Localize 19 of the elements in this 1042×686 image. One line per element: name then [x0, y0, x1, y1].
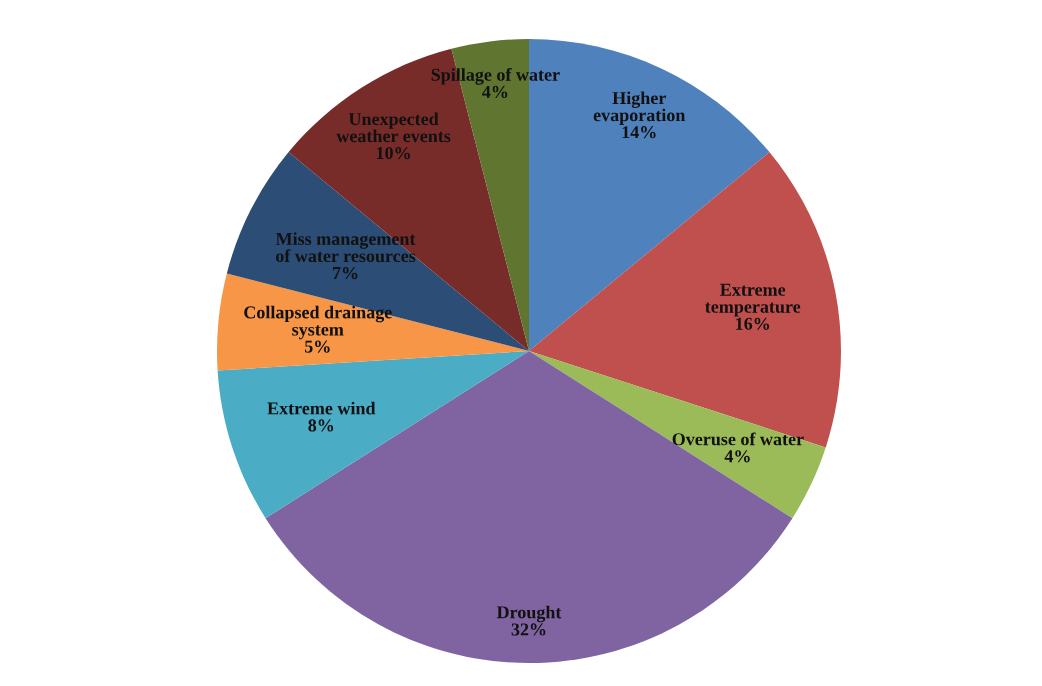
data-label: 7% [333, 266, 358, 280]
slice-label: Unexpected weather events [336, 112, 451, 143]
slice-label: Drought [496, 605, 562, 623]
slice-label: Higher evaporation [593, 91, 686, 125]
pie-slice [529, 351, 826, 519]
data-label: 5% [304, 340, 330, 353]
pie-slice [529, 152, 841, 448]
pie-slice [217, 351, 529, 519]
data-label: 4% [482, 85, 508, 99]
data-label: 14% [622, 126, 656, 139]
data-label: 4% [724, 450, 750, 463]
data-label: 32% [511, 623, 546, 636]
slice-label: Collapsed drainage system [244, 305, 392, 340]
slice-label: Overuse of water [672, 432, 804, 446]
data-label: 16% [736, 317, 770, 330]
data-label: 8% [308, 419, 334, 432]
data-label: 10% [376, 146, 410, 160]
slice-label: Extreme temperature [705, 283, 801, 317]
slice-label: Extreme wind [267, 401, 376, 415]
